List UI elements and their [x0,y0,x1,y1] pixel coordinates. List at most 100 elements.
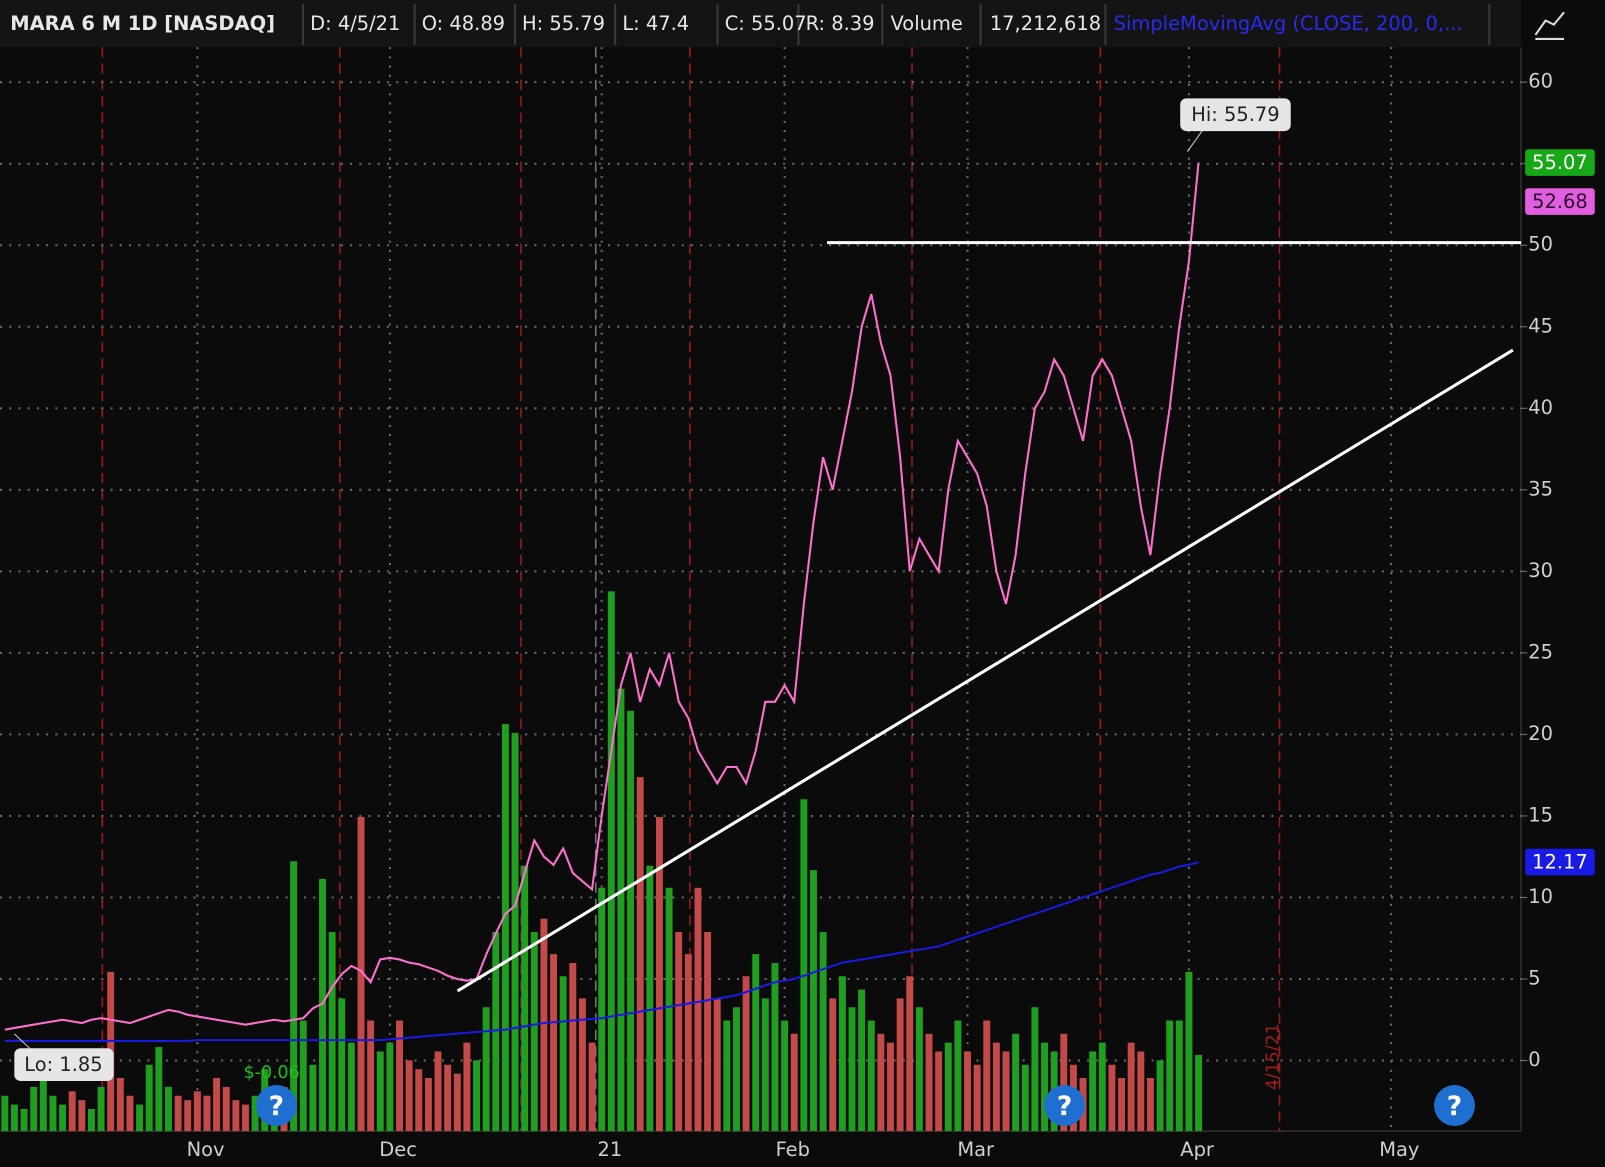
volume-bar [877,1033,885,1132]
volume-bar [1185,971,1193,1132]
volume-bar [319,878,326,1132]
y-tick-label: 30 [1528,559,1553,582]
volume-bar [203,1095,211,1132]
volume-bar [858,989,866,1132]
volume-bar [30,1086,38,1132]
price-label: 55.07 [1532,151,1588,174]
volume-bar [1,1095,9,1132]
volume-bar [126,1095,134,1132]
symbol: MARA 6 M 1D [NASDAQ] [10,12,275,35]
volume-bar [983,1020,991,1132]
volume-bar [521,865,529,1132]
volume-bar [492,932,500,1132]
volume-bar [771,962,779,1132]
x-tick-label: May [1379,1138,1419,1161]
volume-bar [396,1020,403,1132]
volume-bar [530,932,538,1132]
volume-bar [973,1064,981,1132]
volume-bar [665,887,673,1132]
volume-bar [694,887,702,1132]
volume-bar [39,1078,47,1132]
volume-bar [213,1078,221,1132]
volume-bar [655,816,663,1132]
volume-bar [829,998,837,1132]
lo-callout: Lo: 1.85 [13,1033,114,1081]
volume-bar [896,998,904,1132]
event-label: 4/15/21 [1263,1023,1283,1090]
volume-bar [1031,1007,1039,1132]
x-tick-label: Nov [187,1138,225,1161]
volume-bar [550,954,558,1132]
volume-bar [617,688,625,1132]
volume-bar [790,1033,798,1132]
volume-value: 17,212,618 [990,12,1101,35]
volume-bar [78,1100,86,1132]
volume-bar [290,861,298,1132]
svg-text:?: ? [1057,1091,1072,1122]
volume-bar [540,918,548,1132]
volume-bar [376,1051,384,1132]
volume-bar [165,1086,172,1132]
volume-bar [569,962,577,1132]
volume-bar [675,932,683,1132]
volume-bar [848,1007,856,1132]
volume-bar [1137,1051,1145,1132]
low: L: 47.4 [622,12,689,35]
open: O: 48.89 [422,12,505,35]
close: C: 55.07 [725,12,807,35]
volume-bar [704,932,712,1132]
x-tick-label: Feb [776,1138,810,1161]
volume-bar [434,1051,442,1132]
help-icons[interactable]: ? ? ? [255,1085,1476,1127]
volume-bar [1041,1042,1048,1132]
volume-bar [338,998,346,1132]
volume-bar [299,1020,307,1132]
price-label: 12.17 [1532,851,1588,874]
volume-bar [367,1020,375,1132]
y-tick-label: 60 [1528,70,1553,93]
volume-bar [1098,1042,1106,1132]
x-tick-label: 21 [598,1138,623,1161]
volume-bar [954,1020,962,1132]
chart-type-icon[interactable] [1534,11,1565,40]
volume-bar [145,1064,153,1132]
y-tick-label: 5 [1528,966,1540,989]
lo-label: Lo: 1.85 [24,1053,102,1076]
volume-bar [20,1109,28,1132]
volume-bar [1021,1064,1029,1132]
volume-bar [732,1007,740,1132]
volume-bar [684,954,692,1132]
y-tick-label: 25 [1528,640,1553,663]
hi-callout: Hi: 55.79 [1180,98,1291,152]
line [4,162,1200,1031]
volume-bar [68,1091,76,1132]
volume-bar [559,976,567,1132]
volume-bar [944,1042,952,1132]
hi-label: Hi: 55.79 [1191,103,1279,126]
volume-bar [309,1064,317,1132]
volume-bar [646,865,654,1132]
x-tick-label: Dec [379,1138,417,1161]
event-markers [101,47,1281,1132]
volume-bar [473,1060,481,1132]
volume-bar [1089,1051,1097,1132]
volume-bar [598,887,606,1132]
date: D: 4/5/21 [310,12,400,35]
volume-bar [607,591,615,1132]
volume-bar [578,998,586,1132]
volume-bar [405,1060,413,1132]
volume-bar [463,1042,471,1132]
volume-bar [992,1042,1000,1132]
volume-bar [386,1042,394,1132]
y-tick-label: 50 [1528,233,1553,256]
volume-bar [1156,1060,1164,1132]
volume-bar [627,710,635,1132]
volume-bar [761,998,769,1132]
volume-bar [713,998,721,1132]
volume-bar [925,1033,933,1132]
svg-text:?: ? [269,1091,284,1122]
volume-bar [232,1100,240,1132]
volume-bar [1175,1020,1183,1132]
volume-bar [59,1104,67,1132]
